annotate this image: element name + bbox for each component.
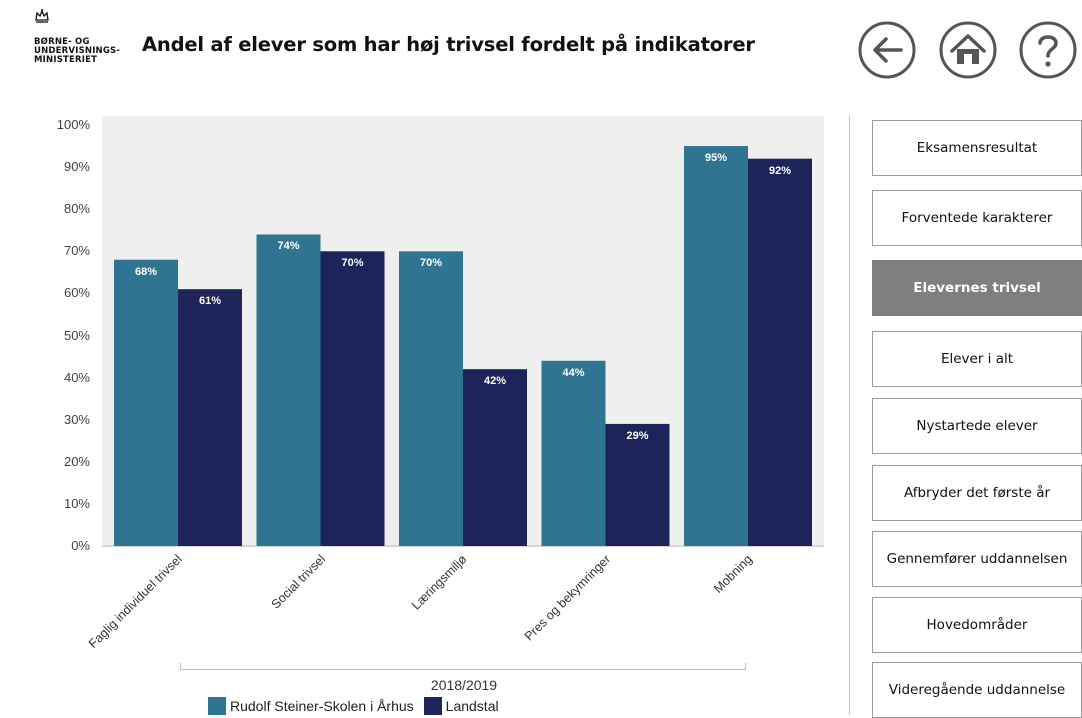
bar-data-label: 95% bbox=[704, 152, 728, 165]
period-label: 2018/2019 bbox=[430, 677, 498, 693]
logo-line-1: BØRNE- OG bbox=[34, 37, 90, 47]
sidebar-item-gennemfoerer-uddannelsen[interactable]: Gennemfører uddannelsen bbox=[872, 531, 1082, 587]
sidebar-item-afbryder-det-foerste-aar[interactable]: Afbryder det første år bbox=[872, 465, 1082, 521]
sidebar-item-elever-i-alt[interactable]: Elever i alt bbox=[872, 331, 1082, 387]
y-tick-label: 80% bbox=[63, 201, 90, 217]
bar-national bbox=[178, 289, 242, 546]
bar-school bbox=[541, 360, 606, 546]
legend-swatch-school bbox=[208, 697, 226, 715]
page-title: Andel af elever som har høj trivsel ford… bbox=[142, 33, 755, 56]
bar-data-label: 92% bbox=[768, 164, 792, 177]
question-circle-icon bbox=[1019, 21, 1077, 79]
legend-item-national: Landstal bbox=[423, 697, 499, 715]
sidebar-item-nystartede-elever[interactable]: Nystartede elever bbox=[872, 398, 1082, 454]
chart-panel bbox=[102, 116, 824, 547]
legend-swatch-national bbox=[423, 697, 442, 715]
x-tick-label: Faglig individuel trivsel bbox=[85, 552, 185, 651]
y-tick-label: 0% bbox=[71, 538, 90, 553]
bar-school bbox=[114, 259, 178, 546]
x-tick-label: Social trivsel bbox=[268, 552, 328, 612]
logo-line-3: MINISTERIET bbox=[34, 55, 98, 65]
y-tick-label: 60% bbox=[63, 285, 90, 301]
y-tick-label: 90% bbox=[63, 159, 90, 175]
x-tick-label: Læringsmiljø bbox=[409, 552, 470, 613]
y-tick-label: 10% bbox=[63, 495, 90, 511]
bar-data-label: 70% bbox=[341, 257, 364, 270]
arrow-left-circle-icon bbox=[858, 21, 916, 79]
bar-data-label: 68% bbox=[134, 265, 158, 278]
legend-label-national: Landstal bbox=[445, 698, 499, 714]
bar-national bbox=[320, 251, 385, 547]
bar-national bbox=[748, 158, 812, 546]
bar-data-label: 74% bbox=[277, 240, 300, 253]
group-bracket bbox=[180, 663, 746, 670]
y-tick-label: 40% bbox=[63, 369, 90, 385]
y-tick-label: 70% bbox=[63, 243, 90, 259]
sidebar-item-videregaaende-uddannelse[interactable]: Videregående uddannelse bbox=[872, 662, 1082, 718]
y-tick-label: 20% bbox=[63, 453, 90, 469]
home-circle-icon bbox=[939, 21, 997, 79]
bar-data-label: 29% bbox=[626, 429, 649, 442]
bar-chart bbox=[102, 146, 824, 547]
bar-data-label: 42% bbox=[483, 375, 507, 388]
home-button[interactable] bbox=[938, 20, 998, 80]
sidebar-item-hovedomraader[interactable]: Hovedområder bbox=[872, 597, 1082, 653]
y-tick-label: 50% bbox=[63, 327, 90, 343]
bar-national bbox=[463, 369, 527, 546]
logo-line-2: UNDERVISNINGS- bbox=[34, 46, 121, 56]
y-tick-label: 30% bbox=[63, 411, 90, 427]
y-tick-label: 100% bbox=[56, 117, 90, 132]
chart-legend: Rudolf Steiner-Skolen i Århus Landstal bbox=[208, 697, 509, 715]
bar-data-label: 70% bbox=[419, 257, 443, 270]
bar-data-label: 61% bbox=[198, 295, 222, 308]
sidebar-item-elevernes-trivsel[interactable]: Elevernes trivsel bbox=[872, 260, 1082, 316]
bar-school bbox=[684, 146, 748, 547]
crown-icon bbox=[35, 9, 49, 23]
x-tick-label: Pres og bekymringer bbox=[521, 552, 613, 644]
sidebar-divider bbox=[849, 116, 850, 715]
legend-label-school: Rudolf Steiner-Skolen i Århus bbox=[230, 698, 414, 714]
back-button[interactable] bbox=[857, 20, 917, 80]
bar-school bbox=[256, 234, 321, 546]
sidebar-item-forventede-karakterer[interactable]: Forventede karakterer bbox=[872, 190, 1082, 246]
legend-item-school: Rudolf Steiner-Skolen i Århus bbox=[208, 697, 414, 715]
bar-data-label: 44% bbox=[562, 366, 585, 379]
help-button[interactable] bbox=[1018, 20, 1078, 80]
sidebar-item-eksamensresultat[interactable]: Eksamensresultat bbox=[872, 120, 1082, 176]
bar-school bbox=[399, 251, 463, 547]
x-tick-label: Mobning bbox=[711, 552, 755, 596]
bar-national bbox=[605, 423, 670, 546]
ministry-logo: BØRNE- OG UNDERVISNINGS- MINISTERIET bbox=[34, 8, 144, 65]
